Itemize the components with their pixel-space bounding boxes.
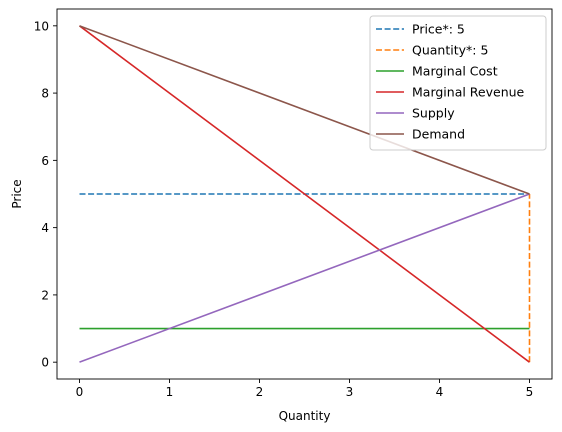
legend-label: Demand [412,127,465,142]
x-tick-label: 0 [76,385,84,399]
legend-box [369,15,547,151]
x-tick-label: 5 [526,385,534,399]
x-tick-label: 3 [346,385,354,399]
y-tick-label: 4 [41,221,49,235]
series-line-6 [79,25,530,195]
y-tick-label: 6 [41,154,49,168]
x-tick-label: 1 [166,385,174,399]
series-layer [79,25,531,363]
legend: Price*: 5 Quantity*: 5 Marginal Cost Margin… [369,15,547,151]
legend-label: Price*: 5 [412,22,465,37]
x-axis: 0 1 2 3 4 5 [76,379,534,399]
legend-label: Quantity*: 5 [412,43,488,58]
x-axis-label: Quantity [279,409,331,423]
x-tick-label: 4 [436,385,444,399]
y-tick-label: 0 [41,356,49,370]
x-tick-label: 2 [256,385,264,399]
legend-label: Supply [412,106,455,121]
series-line-4 [79,25,530,363]
y-axis-label: Price [10,179,24,208]
series-line-5 [79,193,530,363]
legend-label: Marginal Cost [412,64,498,79]
plot-area-frame [56,8,553,380]
y-axis: 0 2 4 6 8 10 [34,19,57,370]
y-tick-label: 2 [41,288,49,302]
legend-label: Marginal Revenue [412,85,525,100]
y-tick-label: 8 [41,87,49,101]
y-tick-label: 10 [34,19,49,33]
